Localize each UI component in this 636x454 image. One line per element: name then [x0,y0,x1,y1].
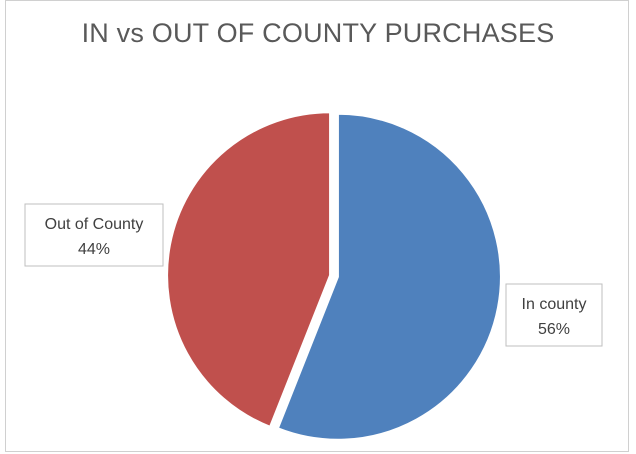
chart-title: IN vs OUT OF COUNTY PURCHASES [81,18,555,48]
callout-box [24,203,164,267]
pie-slice-in-county [276,112,502,441]
callout-category-label: Out of County [45,216,144,233]
pie-slice-out-of-county [166,111,332,429]
callout-percentage-label: 56% [538,321,570,338]
data-label-in-county: In county 56% [505,283,603,347]
callout-category-label: In county [522,296,587,313]
callout-percentage-label: 44% [78,241,110,258]
data-label-callouts: In county 56% Out of County 44% [24,203,603,347]
pie-slices [166,111,502,441]
data-label-out-of-county: Out of County 44% [24,203,164,267]
callout-box [505,283,603,347]
